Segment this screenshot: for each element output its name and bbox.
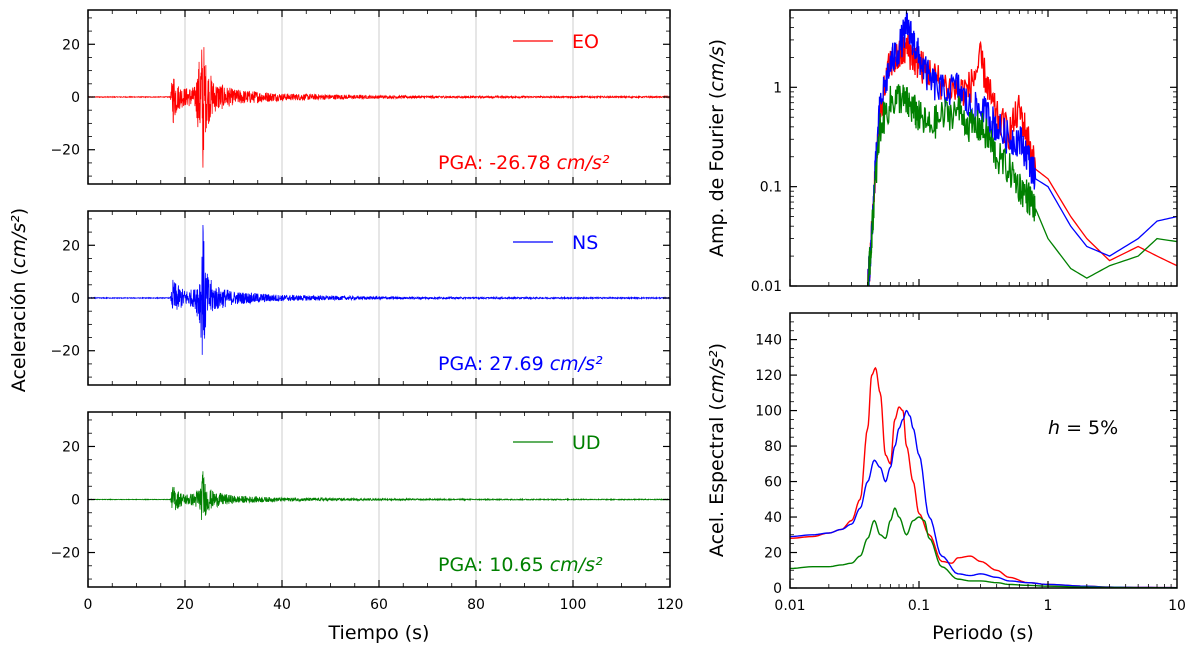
time-axis-label: Tiempo (s) (328, 622, 430, 644)
ticks-eo: −20 0 20 (50, 10, 671, 184)
pga-prefix-ud: PGA: 10.65 (438, 554, 550, 576)
accel-line-ud (87, 471, 671, 520)
y-tick-label: 0 (71, 90, 80, 106)
pga-unit-ns: cm/s² (550, 353, 603, 375)
ticks-fourier: 0.01 0.1 1 (751, 9, 1177, 295)
legend-eo: EO (513, 31, 599, 53)
pga-prefix-ns: PGA: 27.69 (438, 353, 550, 375)
damping-var: h (1048, 417, 1060, 439)
period-axis-label: Periodo (s) (932, 622, 1034, 644)
spectral-axis-label: Acel. Espectral (cm/s²) (706, 343, 728, 557)
ticks-ud: 0 20 40 60 80 100 120 −20 0 20 (50, 412, 683, 613)
accel-trace-eo (87, 47, 671, 168)
pga-unit-eo: cm/s² (557, 152, 610, 174)
fourier-line-ns (867, 11, 1177, 286)
y-tick-label: 80 (764, 439, 782, 455)
acceleration-axis-label: Aceleración (cm/s²) (8, 208, 30, 392)
acc-ylabel-prefix: Aceleración ( (8, 268, 30, 392)
axes-frame-spectrum (789, 312, 1178, 589)
fourier-axis-label: Amp. de Fourier (cm/s) (706, 39, 728, 257)
x-tick-label: 80 (467, 597, 485, 613)
y-tick-label: 0.01 (751, 279, 782, 295)
pga-label-ud: PGA: 10.65 cm/s² (438, 554, 603, 576)
y-tick-label: 0 (71, 291, 80, 307)
y-tick-label: 140 (755, 333, 782, 349)
x-tick-label: 10 (1168, 598, 1186, 614)
y-tick-label: 100 (755, 404, 782, 420)
acceleration-panel-ud: 0 20 40 60 80 100 120 −20 0 20 UD PGA: 10.65 cm/s… (50, 411, 683, 613)
y-tick-label: 0.1 (760, 180, 782, 196)
pga-label-eo: PGA: -26.78 cm/s² (438, 152, 610, 174)
y-tick-label: −20 (50, 344, 80, 360)
legend-ns: NS (513, 232, 598, 254)
x-tick-label: 0.01 (774, 598, 805, 614)
y-tick-label: 20 (764, 546, 782, 562)
accel-line-ns (87, 224, 671, 355)
fourier-ylabel-unit: cm/s (706, 46, 728, 91)
damping-annotation: h = 5% (1048, 417, 1118, 439)
y-tick-label: 0 (773, 581, 782, 597)
y-tick-label: 0 (71, 493, 80, 509)
pga-prefix-eo: PGA: -26.78 (438, 152, 557, 174)
axes-frame-fourier (789, 9, 1178, 287)
spectral-ylabel-suffix: ) (706, 343, 728, 350)
fourier-line-ud (867, 84, 1177, 286)
acceleration-panel-ns: −20 0 20 NS PGA: 27.69 cm/s² (50, 210, 671, 386)
y-tick-label: 20 (62, 238, 80, 254)
legend-label-ns: NS (572, 232, 598, 254)
y-tick-label: 40 (764, 510, 782, 526)
y-tick-label: 1 (773, 80, 782, 96)
x-tick-label: 100 (560, 597, 587, 613)
y-tick-label: 120 (755, 368, 782, 384)
fourier-amplitude-panel: 0.01 0.1 1 (751, 9, 1178, 295)
spectrum-line-ns (789, 409, 1178, 589)
x-tick-label: 60 (370, 597, 388, 613)
y-tick-label: −20 (50, 143, 80, 159)
accel-line-eo (87, 47, 671, 168)
x-tick-label: 0.1 (908, 598, 930, 614)
y-tick-label: −20 (50, 546, 80, 562)
x-tick-label: 0 (84, 597, 93, 613)
spectrum-curves (789, 366, 1178, 589)
spectral-ylabel-prefix: Acel. Espectral ( (706, 403, 728, 557)
x-tick-label: 40 (273, 597, 291, 613)
pga-label-ns: PGA: 27.69 cm/s² (438, 353, 603, 375)
acc-ylabel-suffix: ) (8, 208, 30, 215)
fourier-ylabel-prefix: Amp. de Fourier ( (706, 92, 728, 257)
x-tick-label: 20 (176, 597, 194, 613)
legend-label-eo: EO (572, 31, 599, 53)
legend-label-ud: UD (572, 432, 601, 454)
x-tick-label: 120 (657, 597, 684, 613)
acc-ylabel-unit: cm/s² (8, 215, 30, 268)
acceleration-panel-eo: −20 0 20 EO PGA: -26.78 cm/s² (50, 9, 671, 185)
spectral-ylabel-unit: cm/s² (706, 350, 728, 403)
fourier-curves (867, 11, 1177, 286)
damping-eq: = 5% (1060, 417, 1118, 439)
fourier-ylabel-suffix: ) (706, 39, 728, 46)
pga-unit-ud: cm/s² (550, 554, 603, 576)
accel-trace-ns (87, 224, 671, 355)
ticks-ns: −20 0 20 (50, 211, 671, 385)
legend-ud: UD (513, 432, 601, 454)
spectrum-line-eo (789, 366, 1178, 589)
spectrum-line-ud (789, 507, 1178, 589)
y-tick-label: 20 (62, 37, 80, 53)
y-tick-label: 20 (62, 439, 80, 455)
x-tick-label: 1 (1044, 598, 1053, 614)
y-tick-label: 60 (764, 475, 782, 491)
accel-trace-ud (87, 471, 671, 520)
fourier-line-eo (867, 34, 1177, 286)
